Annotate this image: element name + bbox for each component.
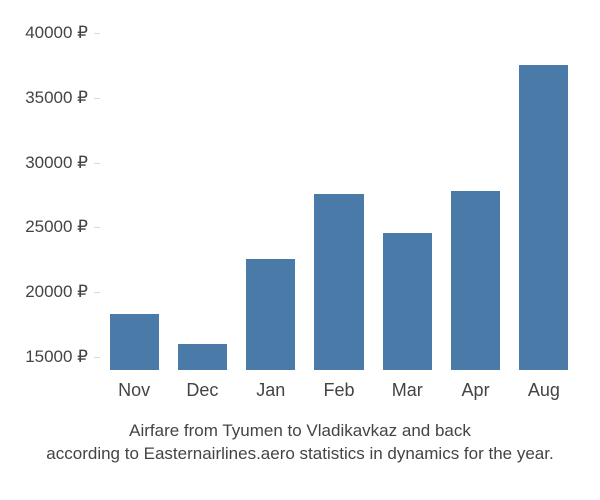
y-tick-label: 20000 ₽ <box>0 282 88 302</box>
y-tick-label: 30000 ₽ <box>0 153 88 173</box>
x-tick-label: Jan <box>256 380 285 401</box>
y-tick-label: 35000 ₽ <box>0 88 88 108</box>
bar <box>383 233 432 370</box>
y-gridline <box>94 33 100 34</box>
chart-caption: Airfare from Tyumen to Vladikavkaz and b… <box>0 420 600 466</box>
y-tick-label: 40000 ₽ <box>0 23 88 43</box>
x-tick-label: Nov <box>118 380 150 401</box>
bar <box>451 191 500 370</box>
bar <box>178 344 227 370</box>
caption-line: Airfare from Tyumen to Vladikavkaz and b… <box>0 420 600 443</box>
bar <box>314 194 363 370</box>
airfare-bar-chart: Airfare from Tyumen to Vladikavkaz and b… <box>0 0 600 500</box>
caption-line: according to Easternairlines.aero statis… <box>0 443 600 466</box>
y-gridline <box>94 227 100 228</box>
bar <box>246 259 295 370</box>
x-tick-label: Dec <box>186 380 218 401</box>
y-gridline <box>94 98 100 99</box>
y-tick-label: 15000 ₽ <box>0 347 88 367</box>
y-gridline <box>94 292 100 293</box>
x-tick-label: Feb <box>323 380 354 401</box>
x-tick-label: Mar <box>392 380 423 401</box>
y-gridline <box>94 163 100 164</box>
x-tick-label: Apr <box>462 380 490 401</box>
bar <box>519 65 568 370</box>
y-tick-label: 25000 ₽ <box>0 217 88 237</box>
x-tick-label: Aug <box>528 380 560 401</box>
y-gridline <box>94 357 100 358</box>
plot-area <box>100 20 578 370</box>
bar <box>110 314 159 370</box>
